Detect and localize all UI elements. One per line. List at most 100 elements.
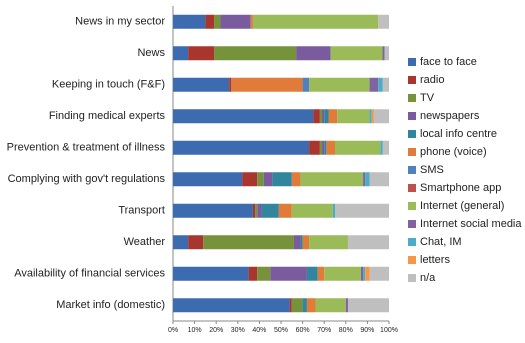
bar-segment (309, 140, 320, 155)
bar-segment (371, 109, 374, 124)
x-tick-label: 50% (274, 327, 288, 334)
y-tick-label: Market info (domestic) (56, 299, 165, 311)
legend-label: Chat, IM (420, 236, 462, 248)
x-tick-label: 0% (168, 327, 178, 334)
bar-segment (296, 46, 331, 61)
bar-segment (384, 46, 389, 61)
bar-segment (250, 14, 253, 29)
legend-swatch (408, 220, 416, 228)
y-tick-label: Prevention & treatment of illness (7, 142, 166, 154)
legend-swatch (408, 256, 416, 264)
bar-segment (302, 77, 310, 92)
legend-label: n/a (420, 272, 436, 284)
bar-segment (324, 266, 361, 281)
bar-segment (173, 77, 230, 92)
legend-swatch (408, 202, 416, 210)
bar-segment (369, 77, 379, 92)
bar-segment (369, 109, 372, 124)
bar-segment (255, 203, 258, 218)
bar-segment (347, 235, 389, 250)
bar-segment (313, 109, 320, 124)
bar-segment (257, 172, 264, 187)
legend-label: local info centre (420, 128, 497, 140)
x-tick-label: 30% (231, 327, 245, 334)
bar-segment (382, 46, 385, 61)
bar-segment (252, 203, 256, 218)
legend-label: SMS (420, 164, 444, 176)
bar-segment (382, 77, 389, 92)
bar-segment (220, 14, 251, 29)
bar-segment (347, 298, 389, 313)
bar-segment (291, 203, 333, 218)
bar-segment (335, 203, 389, 218)
bar-segment (173, 109, 314, 124)
bar-segment (309, 235, 348, 250)
bar-segment (363, 266, 366, 281)
bar-segment (378, 77, 383, 92)
bar-segment (188, 46, 215, 61)
bar-segment (328, 109, 338, 124)
bar-segment (373, 109, 389, 124)
x-tick-label: 70% (317, 327, 331, 334)
bar-segment (242, 172, 258, 187)
legend-swatch (408, 184, 416, 192)
bar-segment (345, 298, 348, 313)
bar-segment (293, 235, 301, 250)
bar-segment (173, 140, 310, 155)
y-tick-label: News (137, 47, 165, 59)
bar-segment (322, 140, 325, 155)
bar-segment (302, 298, 307, 313)
legend-swatch (408, 94, 416, 102)
x-tick-label: 10% (188, 327, 202, 334)
bar-segment (306, 266, 318, 281)
y-tick-label: Availability of financial services (14, 268, 165, 280)
bar-segment (272, 172, 292, 187)
bar-segment (319, 109, 323, 124)
bar-segment (289, 298, 292, 313)
y-tick-label: News in my sector (75, 16, 165, 28)
bar-segment (335, 140, 381, 155)
bar-segment (270, 266, 307, 281)
bar-segment (322, 109, 325, 124)
y-tick-label: Weather (124, 236, 166, 248)
bar-segment (369, 172, 389, 187)
bar-segment (369, 266, 389, 281)
bar-segment (309, 77, 370, 92)
bar-segment (188, 235, 204, 250)
bar-segment (252, 14, 379, 29)
legend-label: phone (voice) (420, 146, 487, 158)
bar-segment (380, 140, 383, 155)
bar-segment (263, 172, 273, 187)
bar-segment (319, 140, 323, 155)
bar-segment (326, 140, 335, 155)
bar-segment (231, 77, 303, 92)
bar-segment (324, 109, 329, 124)
legend-label: face to face (420, 56, 477, 68)
legend-swatch (408, 148, 416, 156)
y-tick-label: Transport (118, 205, 165, 217)
bar-segment (173, 235, 189, 250)
bar-segment (300, 235, 303, 250)
bar-segment (173, 203, 253, 218)
bar-segment (278, 203, 292, 218)
bar-segment (337, 109, 370, 124)
x-tick-label: 40% (252, 327, 266, 334)
legend-swatch (408, 76, 416, 84)
legend-label: TV (420, 92, 435, 104)
legend-label: Internet social media (420, 218, 522, 230)
x-tick-label: 20% (209, 327, 223, 334)
legend-label: newspapers (420, 110, 480, 122)
x-tick-label: 60% (296, 327, 310, 334)
bar-segment (205, 14, 215, 29)
x-tick-label: 90% (360, 327, 374, 334)
bar-segment (378, 14, 389, 29)
bar-segment (229, 77, 232, 92)
bar-segment (257, 266, 271, 281)
legend-swatch (408, 58, 416, 66)
bar-segment (302, 235, 310, 250)
bar-segment (317, 266, 325, 281)
y-tick-label: Keeping in touch (F&F) (52, 79, 165, 91)
bar-segment (257, 203, 262, 218)
bar-segment (173, 14, 206, 29)
